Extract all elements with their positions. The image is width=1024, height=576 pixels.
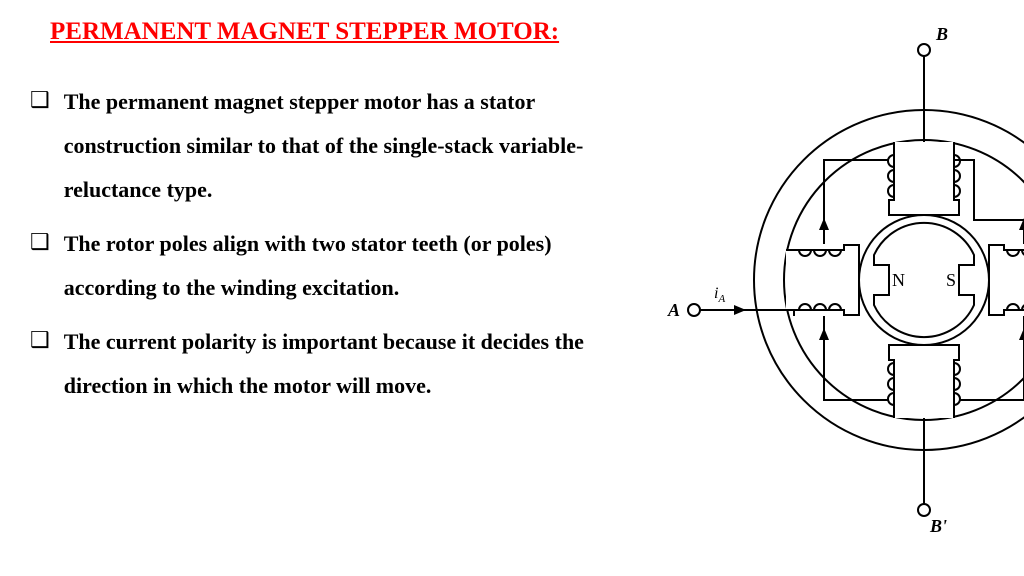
page-title: PERMANENT MAGNET STEPPER MOTOR: — [50, 18, 559, 46]
bullet-marker-icon: ❑ — [30, 320, 50, 360]
bullet-marker-icon: ❑ — [30, 80, 50, 120]
bullet-text: The current polarity is important becaus… — [64, 320, 590, 408]
label-current: iA — [714, 285, 725, 305]
label-north: N — [892, 270, 905, 290]
motor-diagram: B B' A iA N S — [664, 20, 1024, 540]
list-item: ❑ The permanent magnet stepper motor has… — [30, 80, 590, 212]
bullet-list: ❑ The permanent magnet stepper motor has… — [30, 80, 590, 418]
list-item: ❑ The current polarity is important beca… — [30, 320, 590, 408]
bullet-text: The permanent magnet stepper motor has a… — [64, 80, 590, 212]
list-item: ❑ The rotor poles align with two stator … — [30, 222, 590, 310]
label-b: B — [935, 24, 948, 44]
bullet-marker-icon: ❑ — [30, 222, 50, 262]
label-south: S — [946, 270, 956, 290]
label-b-prime: B' — [929, 516, 947, 536]
bullet-text: The rotor poles align with two stator te… — [64, 222, 590, 310]
label-a: A — [667, 300, 680, 320]
